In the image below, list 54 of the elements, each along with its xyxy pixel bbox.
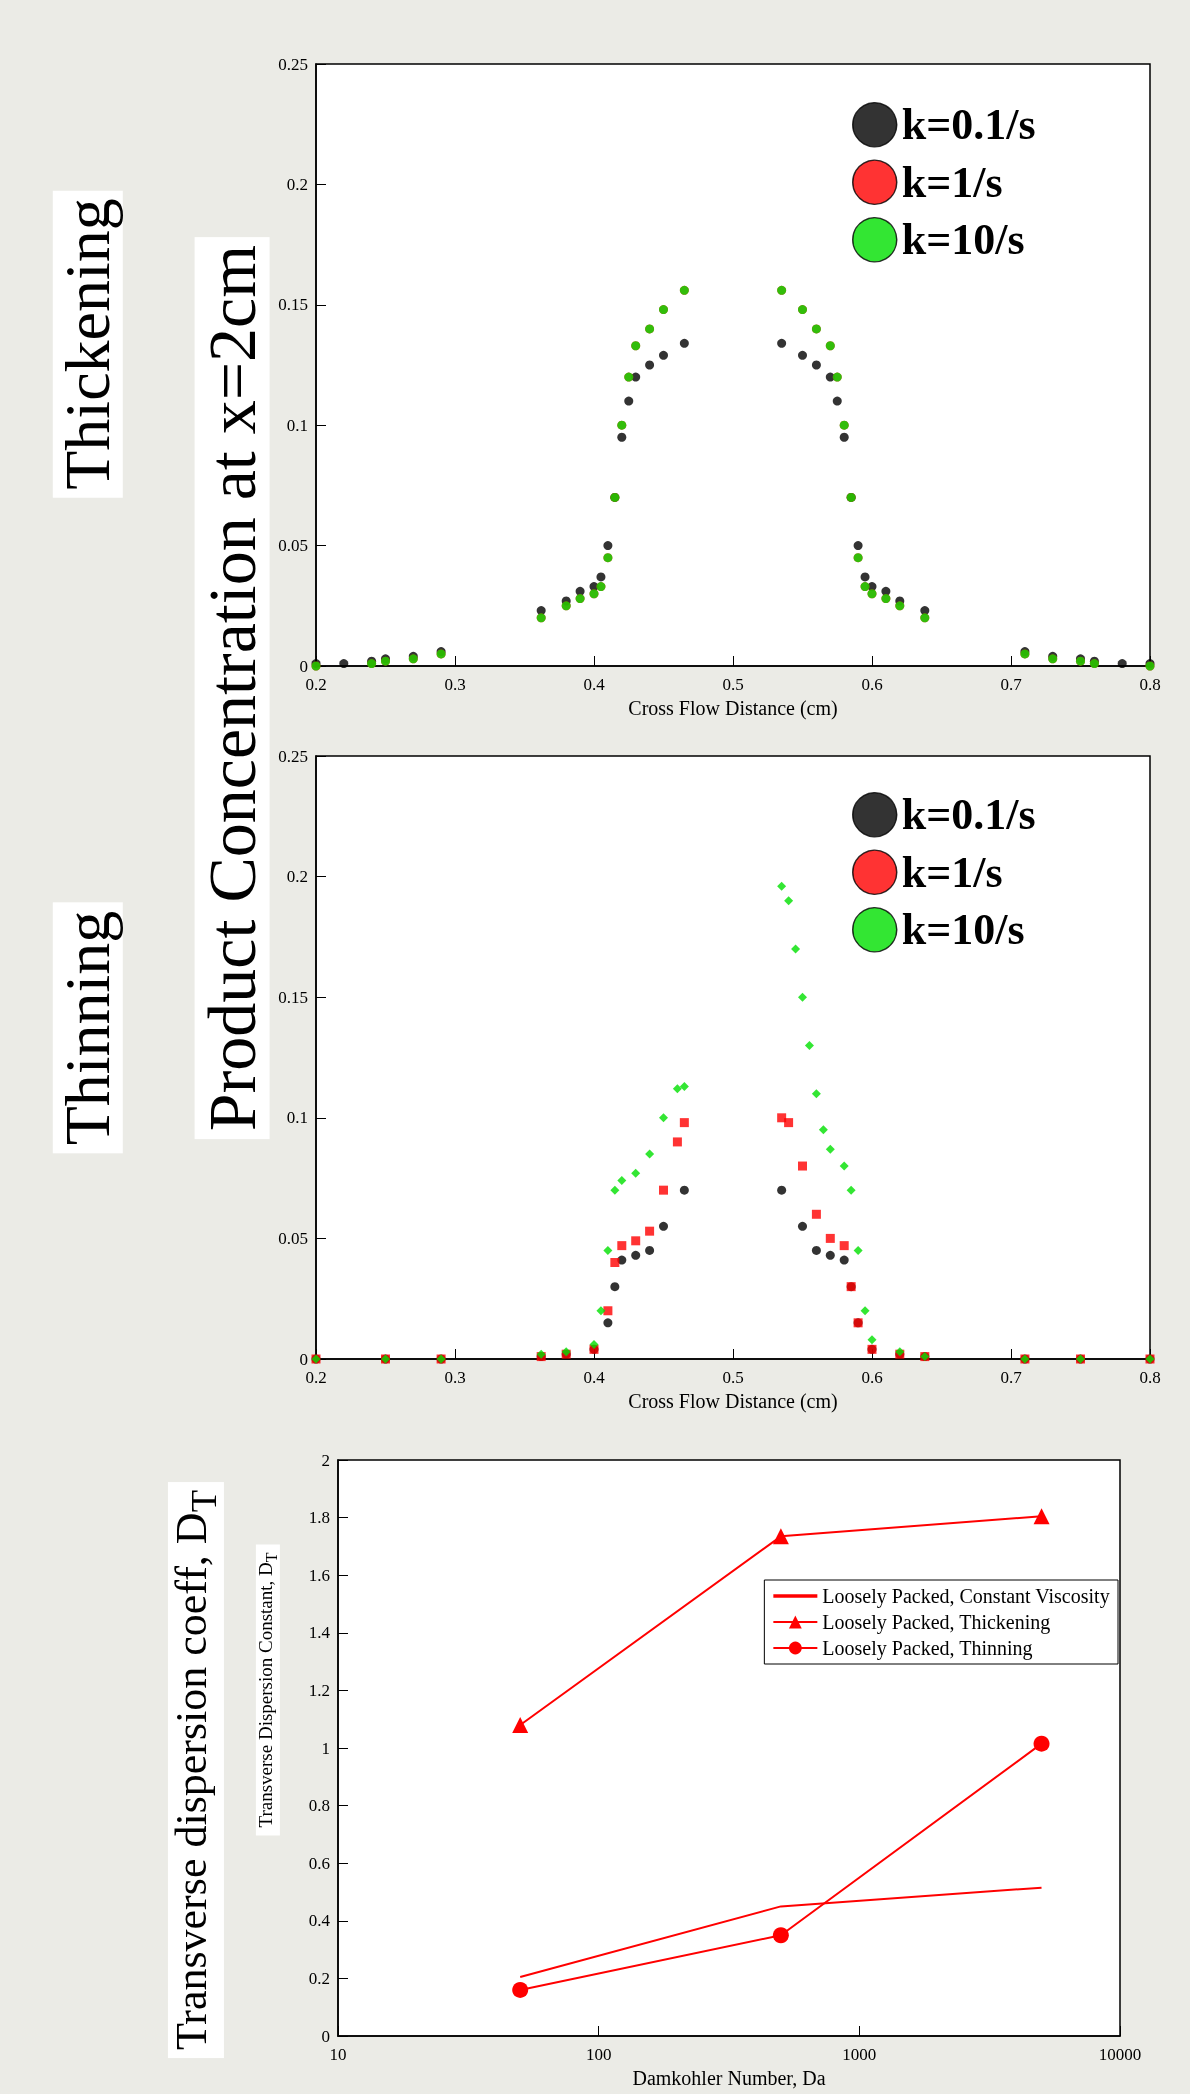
x-axis-title: Cross Flow Distance (cm) — [628, 1389, 838, 1413]
x-tick-label: 0.5 — [722, 1368, 744, 1387]
y-tick-label: 0.2 — [308, 1968, 330, 1988]
y-tick-label: 1.6 — [308, 1565, 330, 1585]
x-axis-title: Damkohler Number, Da — [632, 2066, 826, 2089]
y-tick-label: 0.15 — [278, 295, 308, 315]
legend-label: k=1/s — [901, 157, 1003, 207]
legend-label: k=0.1/s — [901, 790, 1036, 840]
y-tick-label: 1.2 — [308, 1680, 330, 1700]
y-tick-label: 0 — [299, 1349, 308, 1369]
y-tick-label: 0 — [321, 2026, 330, 2046]
x-tick-label: 1000 — [842, 2045, 877, 2064]
x-axis-title: Cross Flow Distance (cm) — [628, 696, 838, 720]
y-tick-label: 0.1 — [286, 1108, 308, 1128]
y-tick-label: 0.4 — [308, 1911, 331, 1931]
x-tick-label: 0.3 — [444, 1368, 466, 1387]
x-tick-label: 0.6 — [861, 1368, 883, 1387]
y-tick-label: 0.6 — [308, 1853, 330, 1873]
x-tick-label: 0.8 — [1139, 1368, 1161, 1387]
legend-label: k=10/s — [901, 905, 1025, 955]
y-tick-label: 1 — [321, 1738, 330, 1758]
x-tick-label: 0.5 — [722, 675, 744, 694]
x-tick-label: 0.3 — [444, 675, 466, 694]
x-tick-label: 10000 — [1098, 2045, 1142, 2064]
legend-label: Loosely Packed, Thinning — [822, 1637, 1033, 1660]
y-tick-label: 2 — [321, 1450, 330, 1470]
legend-label: k=10/s — [901, 215, 1025, 265]
y-tick-label: 0.25 — [278, 746, 308, 766]
x-tick-label: 0.7 — [1000, 1368, 1023, 1387]
y-tick-label: 0 — [299, 656, 308, 676]
y-tick-label: 1.8 — [308, 1508, 330, 1528]
y-tick-label: 0.05 — [278, 536, 308, 556]
x-tick-label: 0.8 — [1139, 675, 1161, 694]
x-tick-label: 10 — [329, 2045, 347, 2064]
x-tick-label: 100 — [585, 2045, 612, 2064]
legend-label: k=0.1/s — [901, 100, 1036, 150]
y-tick-label: 0.8 — [308, 1796, 330, 1816]
text: Thickening — [51, 190, 124, 498]
y-tick-label: 0.05 — [278, 1228, 308, 1248]
legend-label: Loosely Packed, Constant Viscosity — [822, 1585, 1110, 1608]
legend-label: k=1/s — [901, 847, 1003, 897]
y-tick-label: 0.25 — [278, 54, 308, 74]
x-tick-label: 0.4 — [583, 1368, 606, 1387]
x-tick-label: 0.7 — [1000, 675, 1023, 694]
x-tick-label: 0.4 — [583, 675, 606, 694]
x-tick-label: 0.6 — [861, 675, 883, 694]
legend-label: Loosely Packed, Thickening — [822, 1611, 1051, 1634]
y-tick-label: 0.15 — [278, 987, 308, 1007]
y-tick-label: 0.1 — [286, 415, 308, 435]
y-tick-label: 0.2 — [286, 867, 308, 887]
text: Thinning — [51, 902, 124, 1154]
y-tick-label: 0.2 — [286, 174, 308, 194]
y-axis-title: Product Concentration at x=2cm — [193, 236, 270, 1140]
y-tick-label: 1.4 — [308, 1623, 331, 1643]
